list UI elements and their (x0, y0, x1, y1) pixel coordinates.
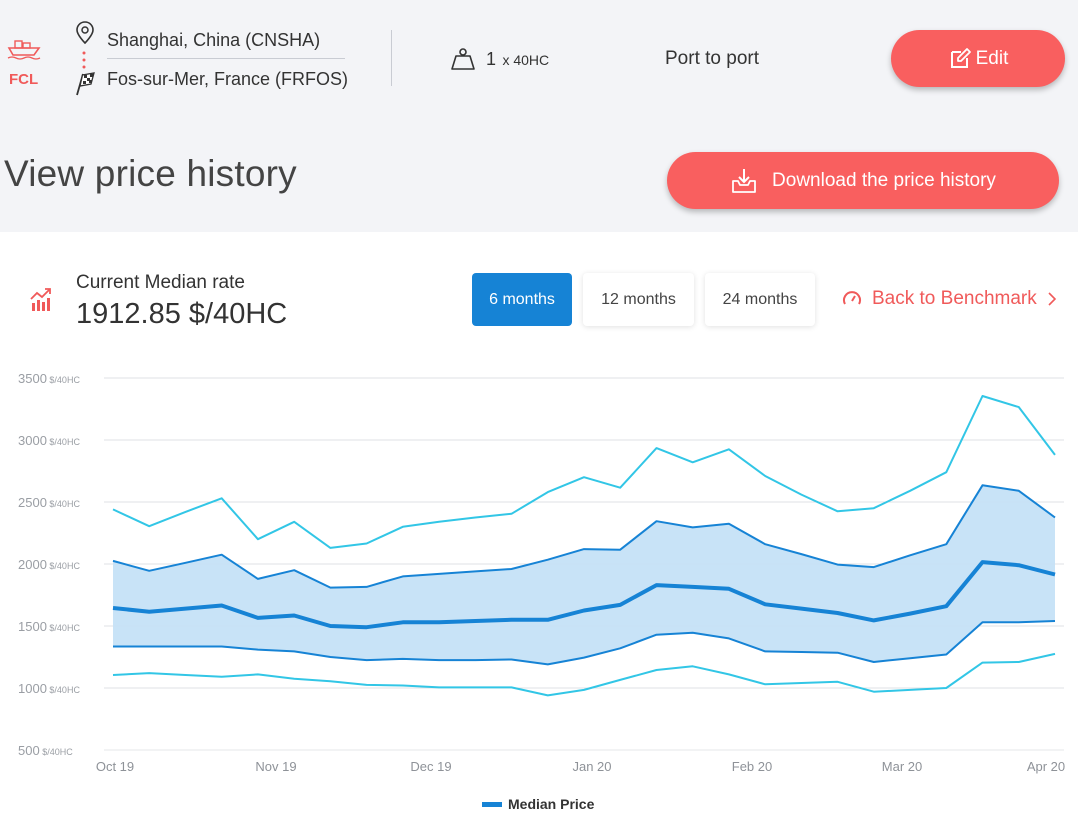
x-tick-label: Nov 19 (255, 759, 296, 774)
finish-flag-icon (76, 72, 95, 96)
legend-swatch (482, 802, 502, 807)
series-lower-outer-line (112, 652, 1056, 697)
location-pin-icon (76, 21, 94, 45)
y-tick-label: 2000 $/40HC (18, 557, 80, 572)
service-type: Port to port (665, 48, 759, 69)
tab-label: 24 months (722, 290, 798, 308)
band-area (113, 485, 1055, 665)
x-tick-label: Jan 20 (572, 759, 611, 774)
series-lower-band-line (113, 620, 1056, 666)
origin-port: Shanghai, China (CNSHA) (107, 30, 321, 50)
chart-trend-icon (30, 288, 51, 311)
y-tick-label: 2500 $/40HC (18, 495, 80, 510)
price-history-chart: 500 $/40HC 1000 $/40HC 1500 $/40HC 2000 $/4… (18, 371, 1065, 812)
route-divider (107, 58, 345, 59)
edit-button[interactable]: Edit (891, 30, 1065, 87)
mode-label: FCL (9, 71, 39, 88)
header-divider (391, 30, 392, 86)
y-tick-label: 3000 $/40HC (18, 433, 80, 448)
back-link-label: Back to Benchmark (872, 288, 1037, 309)
series-median-line (112, 560, 1056, 630)
tab-label: 6 months (489, 290, 555, 308)
edit-icon (950, 47, 971, 68)
tab-label: 12 months (601, 290, 676, 308)
header-panel: FCL Shanghai, China (CNSHA) Fos-sur-Mer,… (0, 0, 1078, 232)
series-upper-band-line (112, 484, 1056, 589)
y-tick-label: 500 $/40HC (18, 743, 73, 758)
ship-icon (7, 40, 41, 60)
tab-6-months[interactable]: 6 months (472, 273, 572, 326)
back-to-benchmark-link[interactable]: Back to Benchmark (842, 288, 1057, 310)
tab-12-months[interactable]: 12 months (583, 273, 694, 326)
legend-label: Median Price (508, 796, 595, 812)
download-button[interactable]: Download the price history (667, 152, 1059, 209)
median-rate-value: 1912.85 $/40HC (76, 298, 288, 330)
page-title: View price history (4, 153, 297, 194)
download-icon (732, 168, 756, 193)
destination-port: Fos-sur-Mer, France (FRFOS) (107, 69, 349, 89)
median-rate-label: Current Median rate (76, 272, 245, 293)
weight-icon (451, 48, 475, 70)
container-type: x 40HC (502, 52, 550, 68)
container-qty: 1 (486, 49, 497, 69)
chevron-right-icon (1048, 292, 1056, 306)
x-tick-label: Apr 20 (1027, 759, 1065, 774)
x-tick-label: Feb 20 (732, 759, 772, 774)
x-tick-label: Oct 19 (96, 759, 134, 774)
tab-24-months[interactable]: 24 months (705, 273, 815, 326)
series-upper-outer-line (112, 395, 1056, 549)
y-tick-label: 1500 $/40HC (18, 619, 80, 634)
container-info: 1 x 40HC (486, 49, 549, 70)
download-label: Download the price history (772, 169, 996, 191)
x-tick-label: Dec 19 (410, 759, 451, 774)
y-tick-label: 1000 $/40HC (18, 681, 80, 696)
edit-label: Edit (975, 47, 1009, 69)
route-dots-icon (82, 51, 86, 69)
x-tick-label: Mar 20 (882, 759, 922, 774)
gauge-icon (843, 291, 861, 305)
y-tick-label: 3500 $/40HC (18, 371, 80, 386)
